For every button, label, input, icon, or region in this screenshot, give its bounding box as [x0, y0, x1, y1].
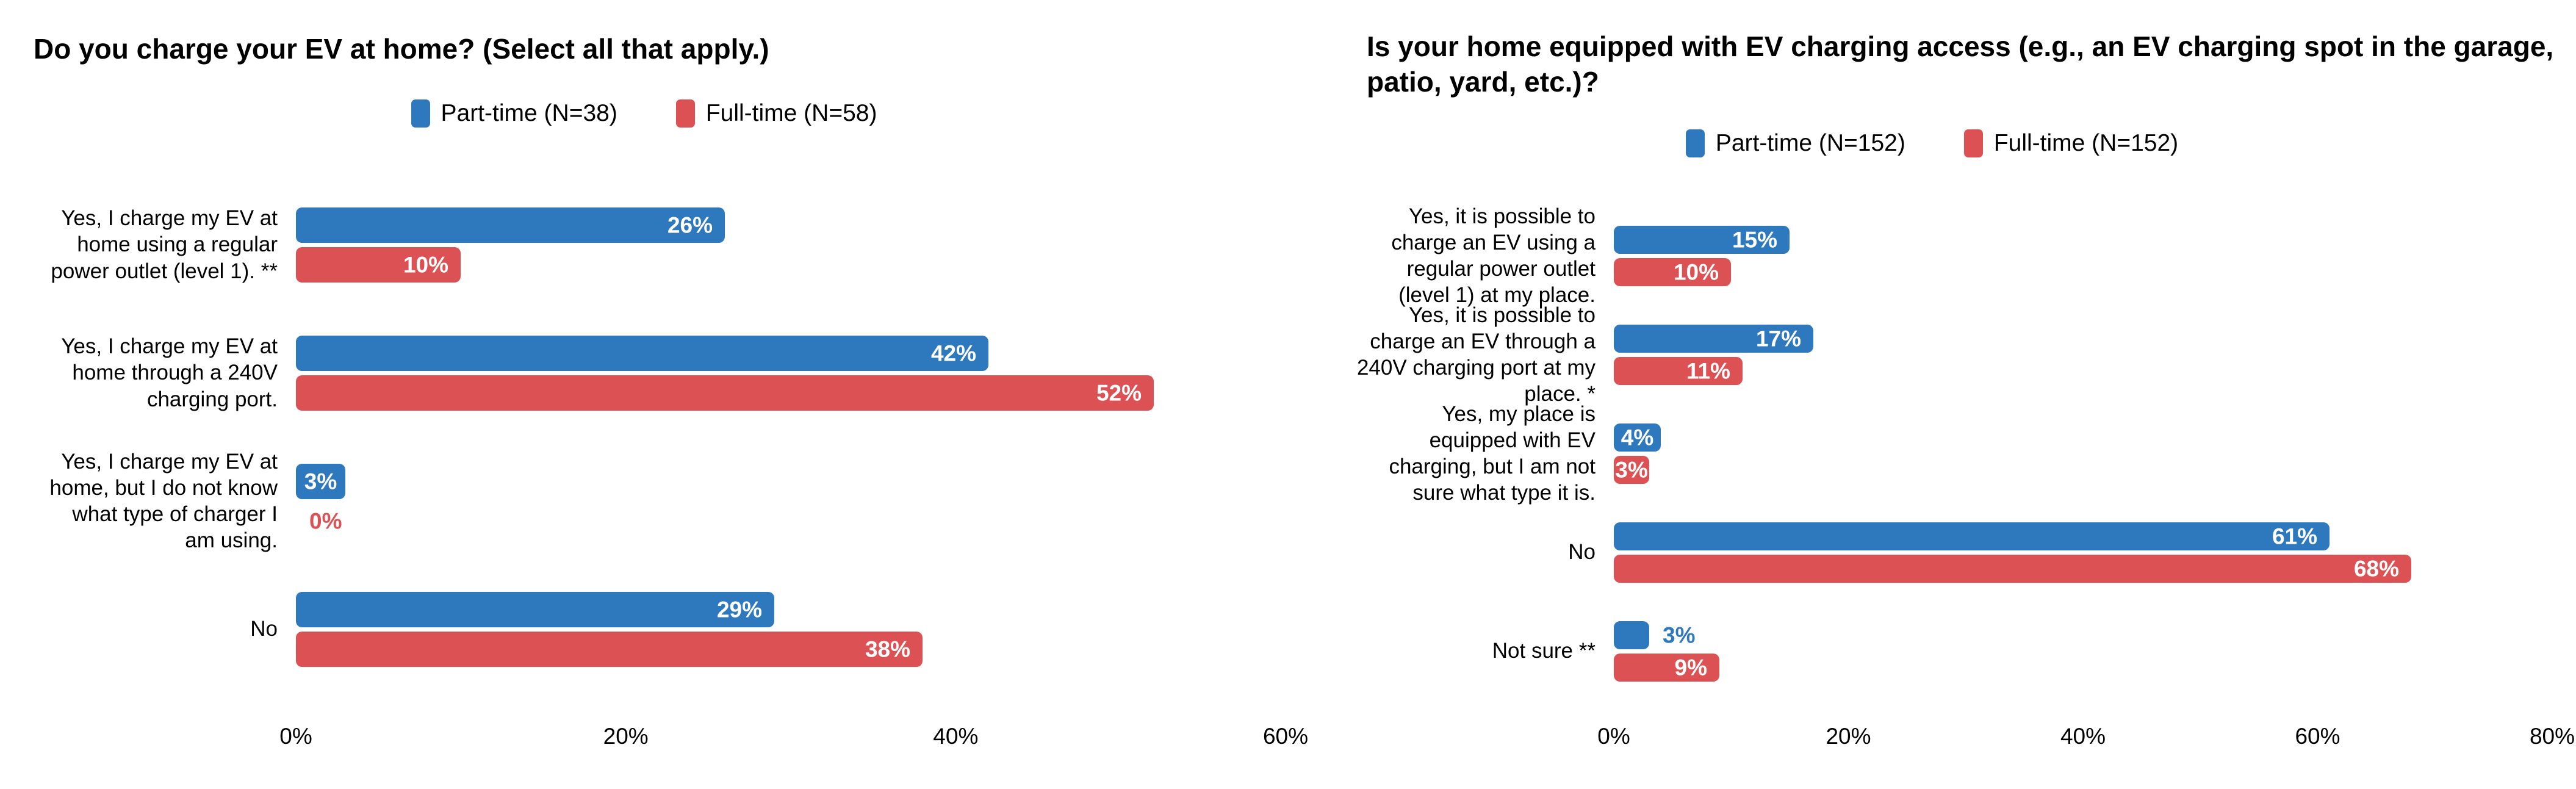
bar-full-time: [296, 247, 461, 283]
x-axis-tick: 60%: [1262, 724, 1309, 749]
category-label: Yes, I charge my EV at home through a 24…: [61, 334, 278, 411]
bar-part-time: [1614, 225, 1790, 254]
bar-value-label: 26%: [667, 212, 713, 237]
bars-area: 61% 68%: [1614, 503, 2552, 602]
legend-item: Part-time (N=152): [1685, 129, 1905, 157]
x-axis: 0% 20% 40% 60% 80%: [1288, 724, 2576, 754]
bar-value-label: 10%: [1673, 259, 1719, 284]
chart-title: Do you charge your EV at home? (Select a…: [34, 33, 769, 65]
bar-full-time: [1614, 554, 2411, 583]
category-label: No: [250, 617, 278, 641]
bar-full-time: [1614, 356, 1743, 385]
left-chart-home-charging: Do you charge your EV at home? (Select a…: [0, 33, 1308, 754]
bar-value-label: 61%: [2272, 524, 2317, 549]
x-axis: 0% 20% 40% 60%: [0, 724, 1308, 754]
bar-value-label: 52%: [1096, 380, 1142, 405]
bar-value-label: 3%: [304, 469, 337, 494]
legend-label: Full-time (N=152): [1993, 130, 2179, 156]
bar-part-time: [296, 463, 345, 499]
legend-swatch-icon: [1685, 129, 1705, 157]
category-row: No 61% 68%: [1288, 503, 2576, 602]
legend-label: Full-time (N=58): [705, 100, 877, 126]
category-label: Yes, it is possible to charge an EV usin…: [1391, 204, 1596, 308]
bar-value-label: 68%: [2353, 556, 2399, 581]
bars-area: 4% 3%: [1614, 404, 2552, 503]
bar-value-label: 3%: [1663, 622, 1696, 647]
bar-value-label: 3%: [1615, 457, 1648, 482]
legend-swatch-icon: [675, 99, 695, 128]
bar-value-label: 17%: [1755, 326, 1801, 351]
bar-full-time: [1614, 653, 1719, 682]
category-label: No: [1568, 540, 1596, 564]
category-label: Yes, I charge my EV at home using a regu…: [51, 206, 278, 283]
x-axis-tick: 60%: [2295, 724, 2340, 749]
x-axis-tick: 20%: [1826, 724, 1871, 749]
bar-value-label: 0%: [309, 508, 342, 533]
bar-value-label: 11%: [1686, 358, 1730, 383]
bar-part-time: [1614, 621, 1649, 649]
legend: Part-time (N=152) Full-time (N=152): [1288, 129, 2576, 157]
legend-label: Part-time (N=152): [1715, 130, 1905, 156]
bar-value-label: 42%: [930, 340, 976, 366]
x-axis-tick: 40%: [933, 724, 979, 749]
category-row: Yes, my place is equipped with EV chargi…: [1288, 402, 2576, 505]
bars-area: 17% 11%: [1614, 305, 2552, 404]
bar-full-time: [296, 631, 923, 667]
category-label: Not sure **: [1492, 639, 1596, 663]
category-label: Yes, my place is equipped with EV chargi…: [1389, 402, 1596, 505]
bar-value-label: 4%: [1621, 425, 1654, 450]
legend-swatch-icon: [411, 99, 430, 128]
bar-part-time: [1614, 423, 1661, 452]
bars-area: 3% 9%: [1614, 602, 2552, 701]
bar-full-time: [296, 375, 1154, 411]
category-row: Not sure ** 3% 9%: [1288, 602, 2576, 701]
bars-area: 42% 52%: [296, 309, 1286, 437]
category-row: Yes, it is possible to charge an EV thro…: [1288, 303, 2576, 406]
bar-value-label: 9%: [1674, 655, 1707, 680]
legend-item: Part-time (N=38): [411, 99, 617, 128]
bar-part-time: [1614, 324, 1813, 353]
bar-full-time: [1614, 258, 1731, 286]
category-label: Yes, I charge my EV at home, but I do no…: [49, 449, 278, 553]
category-label: Yes, it is possible to charge an EV thro…: [1356, 303, 1596, 406]
right-chart-home-equipped: Is your home equipped with EV charging a…: [1288, 0, 2576, 789]
bar-value-label: 15%: [1732, 227, 1777, 252]
bar-part-time: [296, 591, 774, 627]
category-row: Yes, it is possible to charge an EV usin…: [1288, 204, 2576, 308]
x-axis-tick: 40%: [2060, 724, 2106, 749]
x-axis-tick: 0%: [1597, 724, 1630, 749]
bars-area: 29% 38%: [296, 565, 1286, 693]
category-row: Yes, I charge my EV at home, but I do no…: [0, 437, 1288, 565]
bar-value-label: 38%: [865, 636, 910, 661]
bar-part-time: [296, 207, 725, 243]
bar-part-time: [1614, 522, 2330, 550]
x-axis-tick: 20%: [603, 724, 649, 749]
bar-value-label: 10%: [403, 252, 448, 277]
bar-value-label: 29%: [716, 597, 762, 622]
legend-item: Full-time (N=152): [1963, 129, 2179, 157]
category-row: No 29% 38%: [0, 565, 1288, 693]
legend-swatch-icon: [1963, 129, 1983, 157]
legend-label: Part-time (N=38): [441, 100, 617, 126]
category-row: Yes, I charge my EV at home through a 24…: [0, 309, 1288, 437]
bars-area: 26% 10%: [296, 181, 1286, 309]
bar-full-time: [1614, 455, 1649, 484]
x-axis-tick: 80%: [2529, 724, 2575, 749]
x-axis-tick: 0%: [279, 724, 312, 749]
chart-title: Is your home equipped with EV charging a…: [1367, 31, 2554, 98]
bars-area: 15% 10%: [1614, 206, 2552, 305]
bars-area: 3% 0%: [296, 437, 1286, 565]
category-row: Yes, I charge my EV at home using a regu…: [0, 181, 1288, 309]
legend: Part-time (N=38) Full-time (N=58): [0, 99, 1288, 128]
bar-part-time: [296, 335, 988, 371]
legend-item: Full-time (N=58): [675, 99, 877, 128]
